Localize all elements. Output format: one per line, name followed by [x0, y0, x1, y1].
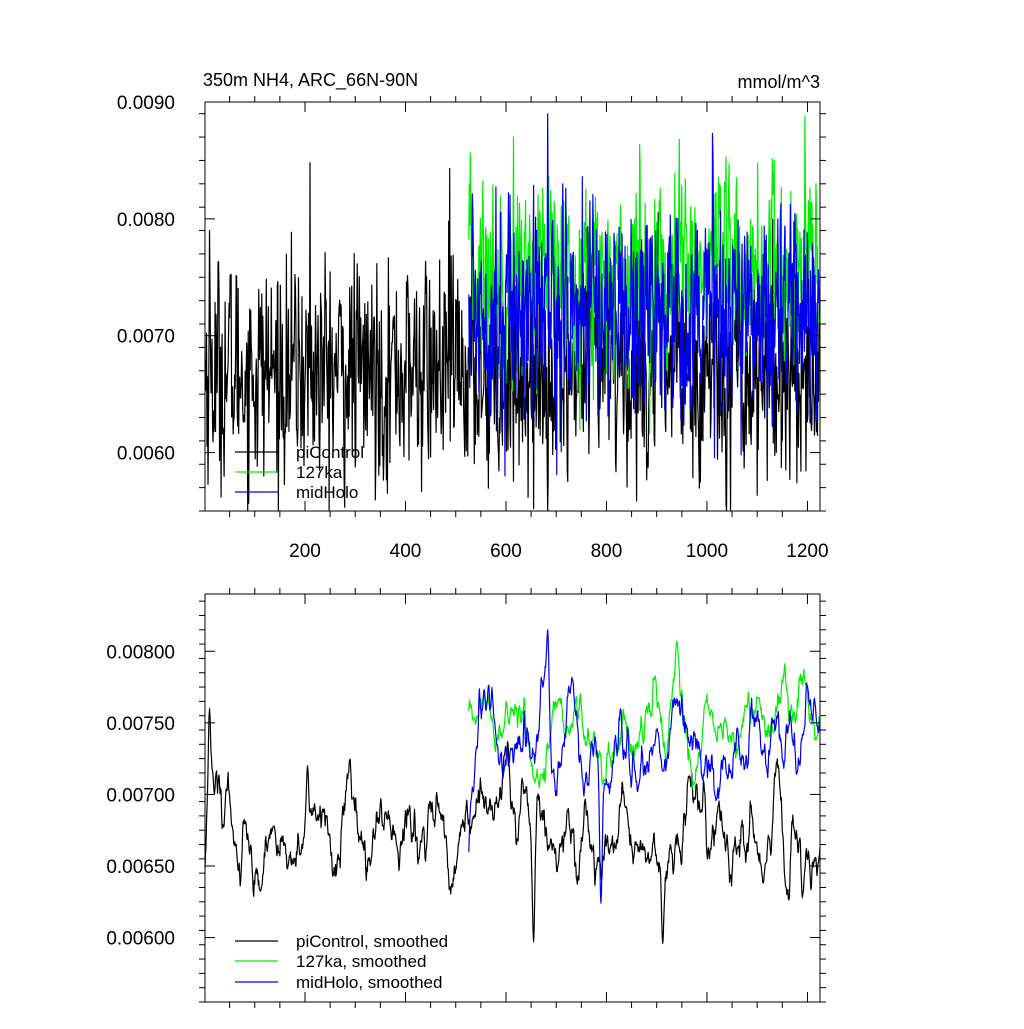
top-legend: piControl 127ka midHolo: [235, 443, 364, 502]
legend-label-127ka: 127ka: [296, 463, 343, 482]
y-tick-label: 0.0090: [117, 93, 175, 114]
series-line-127ka-smoothed: [468, 640, 821, 789]
x-tick-label: 800: [591, 541, 623, 562]
units-label: mmol/m^3: [738, 72, 820, 92]
top-axis-ticks: 200 400 600 800 1000 1200 0.0060 0.0070 0.0080 0.…: [117, 93, 829, 562]
bottom-plot-frame: [204, 593, 821, 1003]
legend-label-picontrol-smoothed: piControl, smoothed: [296, 932, 448, 951]
top-series-group: [204, 113, 821, 512]
x-tick-label: 1200: [786, 541, 828, 562]
y-tick-label: 0.00700: [106, 785, 175, 806]
series-line-picontrol-smoothed: [204, 707, 821, 944]
legend-label-picontrol: piControl: [296, 443, 364, 462]
y-tick-label: 0.00800: [106, 642, 175, 663]
y-tick-label: 0.00600: [106, 929, 175, 950]
y-tick-label: 0.00750: [106, 714, 175, 735]
y-tick-label: 0.00650: [106, 857, 175, 878]
top-panel: 350m NH4, ARC_66N-90N mmol/m^3 200 400 600…: [117, 70, 829, 562]
x-tick-label: 600: [490, 541, 522, 562]
bottom-legend: piControl, smoothed 127ka, smoothed midH…: [235, 932, 448, 992]
y-tick-label: 0.0060: [117, 444, 175, 465]
y-tick-label: 0.0070: [117, 327, 175, 348]
bottom-series-group: [204, 629, 821, 944]
series-line-midholo: [468, 113, 821, 477]
series-line-midholo-smoothed: [468, 629, 821, 904]
x-tick-label: 1000: [686, 541, 728, 562]
legend-label-127ka-smoothed: 127ka, smoothed: [296, 952, 426, 971]
legend-label-midholo: midHolo: [296, 483, 358, 502]
x-tick-label: 400: [390, 541, 422, 562]
y-tick-label: 0.0080: [117, 210, 175, 231]
bottom-axis-ticks: 0.00600 0.00650 0.00700 0.00750 0.00800: [106, 588, 826, 1008]
top-panel-title: 350m NH4, ARC_66N-90N: [203, 70, 418, 91]
bottom-panel: 0.00600 0.00650 0.00700 0.00750 0.00800 piCo…: [106, 588, 826, 1008]
legend-label-midholo-smoothed: midHolo, smoothed: [296, 973, 442, 992]
top-plot-frame: [204, 101, 821, 512]
x-tick-label: 200: [289, 541, 321, 562]
